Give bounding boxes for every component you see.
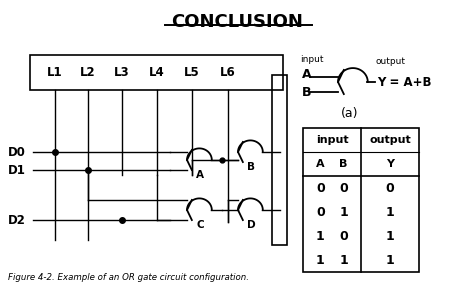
Text: Y = A+B: Y = A+B — [377, 75, 431, 88]
Text: input: input — [316, 135, 348, 145]
Text: D: D — [247, 220, 256, 230]
Text: 1: 1 — [339, 205, 348, 218]
Bar — [303, 128, 419, 272]
Text: D0: D0 — [8, 145, 26, 158]
Text: CONCLUSION: CONCLUSION — [171, 13, 303, 31]
Text: Figure 4-2. Example of an OR gate circuit configuration.: Figure 4-2. Example of an OR gate circui… — [8, 273, 249, 283]
Text: (a): (a) — [341, 107, 359, 119]
Text: A: A — [302, 68, 312, 81]
Text: B: B — [247, 162, 255, 172]
Text: 0: 0 — [316, 181, 325, 194]
Text: L6: L6 — [220, 66, 236, 79]
Text: 1: 1 — [386, 229, 394, 242]
Text: 1: 1 — [316, 229, 325, 242]
Text: input: input — [300, 55, 323, 64]
Text: 0: 0 — [339, 181, 348, 194]
Text: 1: 1 — [339, 253, 348, 266]
Bar — [272, 75, 287, 245]
Text: A: A — [316, 159, 325, 169]
Text: A: A — [196, 170, 204, 180]
Text: L1: L1 — [47, 66, 63, 79]
Text: C: C — [196, 220, 204, 230]
Text: Y: Y — [386, 159, 394, 169]
Text: D2: D2 — [8, 214, 26, 227]
Text: B: B — [302, 86, 312, 99]
Text: output: output — [376, 58, 406, 66]
Text: output: output — [369, 135, 411, 145]
Text: L4: L4 — [149, 66, 165, 79]
Bar — [30, 55, 283, 90]
Text: 0: 0 — [339, 229, 348, 242]
Text: D1: D1 — [8, 164, 26, 177]
Text: L5: L5 — [184, 66, 200, 79]
Text: L3: L3 — [114, 66, 130, 79]
Text: 1: 1 — [386, 253, 394, 266]
Text: 1: 1 — [316, 253, 325, 266]
Text: 1: 1 — [386, 205, 394, 218]
Text: B: B — [340, 159, 348, 169]
Text: 0: 0 — [316, 205, 325, 218]
Text: L2: L2 — [80, 66, 96, 79]
Text: 0: 0 — [386, 181, 394, 194]
